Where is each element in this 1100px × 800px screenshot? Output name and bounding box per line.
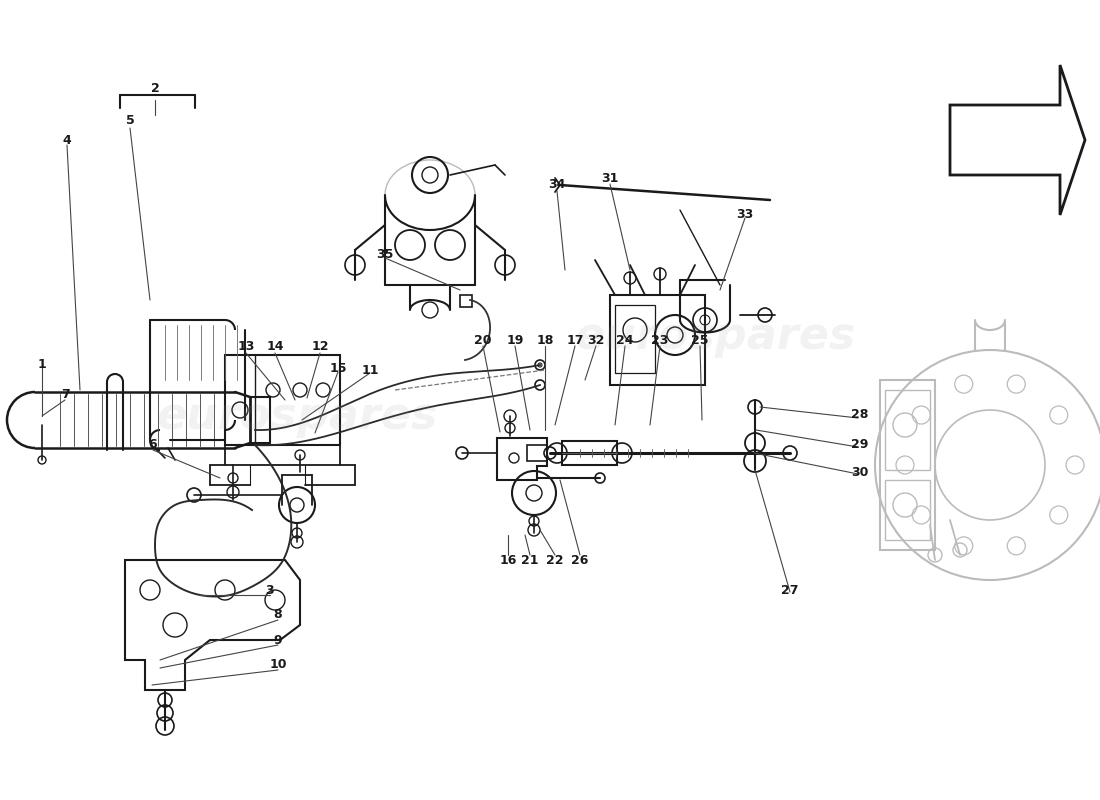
Text: 29: 29 — [851, 438, 869, 451]
Bar — [610, 295, 705, 385]
Text: 14: 14 — [266, 341, 284, 354]
Text: 26: 26 — [571, 554, 588, 566]
Text: 24: 24 — [616, 334, 634, 346]
Text: 8: 8 — [274, 609, 283, 622]
Text: 16: 16 — [499, 554, 517, 566]
Bar — [615, 305, 654, 373]
Bar — [527, 445, 547, 461]
Text: 21: 21 — [521, 554, 539, 566]
Text: 3: 3 — [266, 583, 274, 597]
Text: 12: 12 — [311, 341, 329, 354]
Text: 11: 11 — [361, 363, 378, 377]
Text: 28: 28 — [851, 409, 869, 422]
Text: 23: 23 — [651, 334, 669, 346]
Bar — [226, 355, 340, 445]
Text: 2: 2 — [151, 82, 160, 94]
Circle shape — [783, 446, 798, 460]
Text: 1: 1 — [37, 358, 46, 371]
Text: 22: 22 — [547, 554, 563, 566]
Text: 17: 17 — [566, 334, 584, 346]
Text: 9: 9 — [274, 634, 283, 646]
Text: eurospares: eurospares — [574, 314, 856, 358]
Bar — [562, 441, 617, 465]
Text: 7: 7 — [60, 389, 69, 402]
Text: 31: 31 — [602, 171, 618, 185]
Bar — [886, 480, 929, 540]
Text: 13: 13 — [238, 341, 255, 354]
Text: 27: 27 — [781, 583, 799, 597]
Text: 19: 19 — [506, 334, 524, 346]
Text: 32: 32 — [587, 334, 605, 346]
Bar — [886, 390, 929, 470]
Text: 4: 4 — [63, 134, 72, 146]
Text: 30: 30 — [851, 466, 869, 478]
Text: 5: 5 — [125, 114, 134, 126]
Bar — [880, 380, 935, 550]
Text: 18: 18 — [537, 334, 553, 346]
Circle shape — [456, 447, 468, 459]
Text: 15: 15 — [329, 362, 346, 374]
Bar — [460, 295, 472, 307]
Text: 25: 25 — [691, 334, 708, 346]
Text: 34: 34 — [548, 178, 565, 191]
Circle shape — [187, 488, 201, 502]
Text: 6: 6 — [148, 438, 157, 451]
Text: 33: 33 — [736, 209, 754, 222]
Text: 35: 35 — [376, 249, 394, 262]
Text: 10: 10 — [270, 658, 287, 671]
Text: 20: 20 — [474, 334, 492, 346]
Circle shape — [504, 410, 516, 422]
Text: eurospares: eurospares — [156, 394, 438, 438]
